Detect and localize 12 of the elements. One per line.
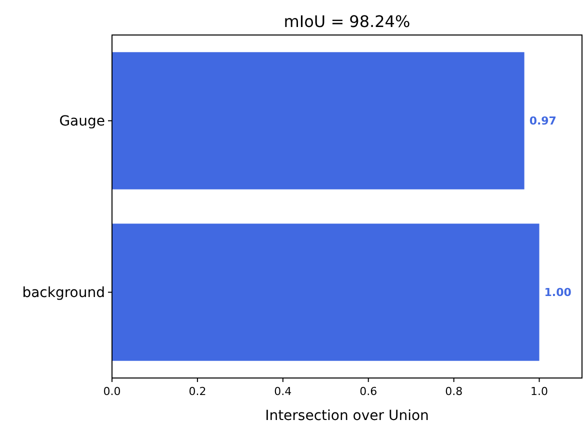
x-tick-label: 0.4 [274, 385, 292, 398]
y-tick-label: Gauge [59, 114, 105, 130]
y-tick-label: background [22, 285, 105, 302]
data-label: 1.00 [544, 286, 572, 300]
x-tick-label: 0.8 [445, 385, 463, 398]
x-tick-label: 0.6 [360, 385, 378, 398]
x-tick-label: 0.2 [188, 385, 206, 398]
x-tick-label: 0.0 [103, 385, 121, 398]
x-tick-label: 1.0 [530, 385, 548, 398]
x-axis-title: Intersection over Union [265, 408, 429, 424]
data-label: 0.97 [529, 114, 556, 128]
chart-title: mIoU = 98.24% [284, 12, 410, 31]
